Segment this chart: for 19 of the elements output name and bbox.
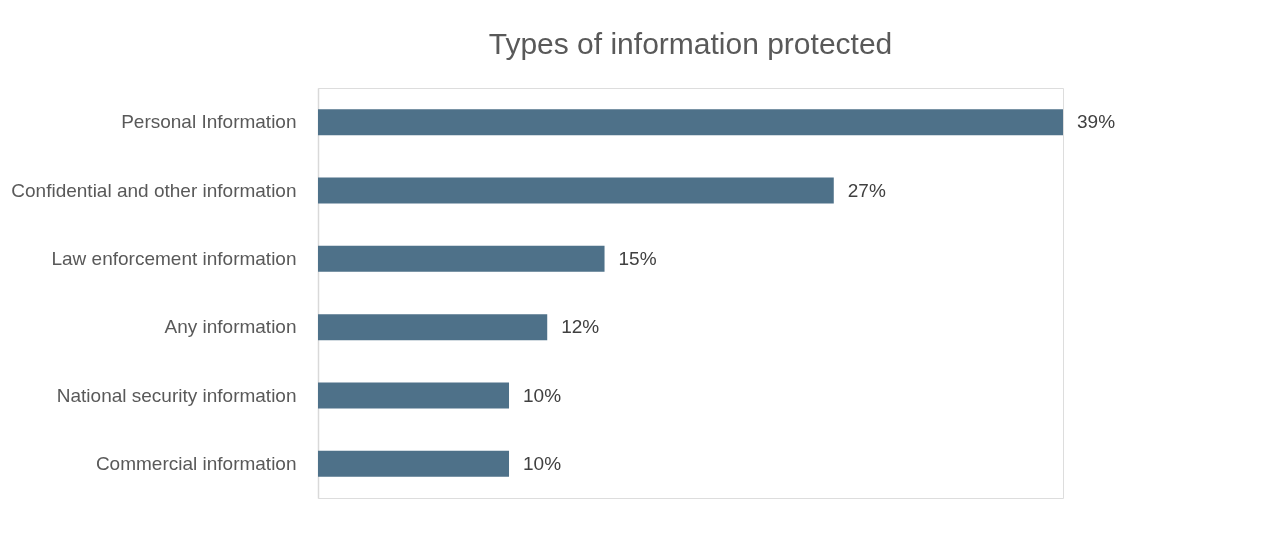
y-tick-label: Commercial information bbox=[95, 452, 297, 474]
y-tick-label: Personal Information bbox=[121, 111, 297, 133]
bar bbox=[318, 245, 605, 272]
data-label: 39% bbox=[1077, 111, 1116, 133]
y-tick-label: National security information bbox=[56, 384, 297, 406]
y-tick-label: Any information bbox=[164, 316, 297, 338]
bar bbox=[318, 314, 548, 341]
bar bbox=[318, 109, 1063, 136]
data-label: 15% bbox=[618, 247, 657, 269]
data-label: 27% bbox=[847, 179, 886, 201]
bar bbox=[318, 450, 510, 477]
chart-title: Types of information protected bbox=[488, 27, 893, 60]
bar bbox=[318, 382, 510, 409]
data-label: 12% bbox=[561, 316, 600, 338]
data-label: 10% bbox=[523, 384, 562, 406]
data-label: 10% bbox=[523, 452, 562, 474]
bar bbox=[318, 177, 834, 204]
y-tick-label: Law enforcement information bbox=[51, 247, 297, 269]
y-tick-label: Confidential and other information bbox=[11, 179, 297, 201]
